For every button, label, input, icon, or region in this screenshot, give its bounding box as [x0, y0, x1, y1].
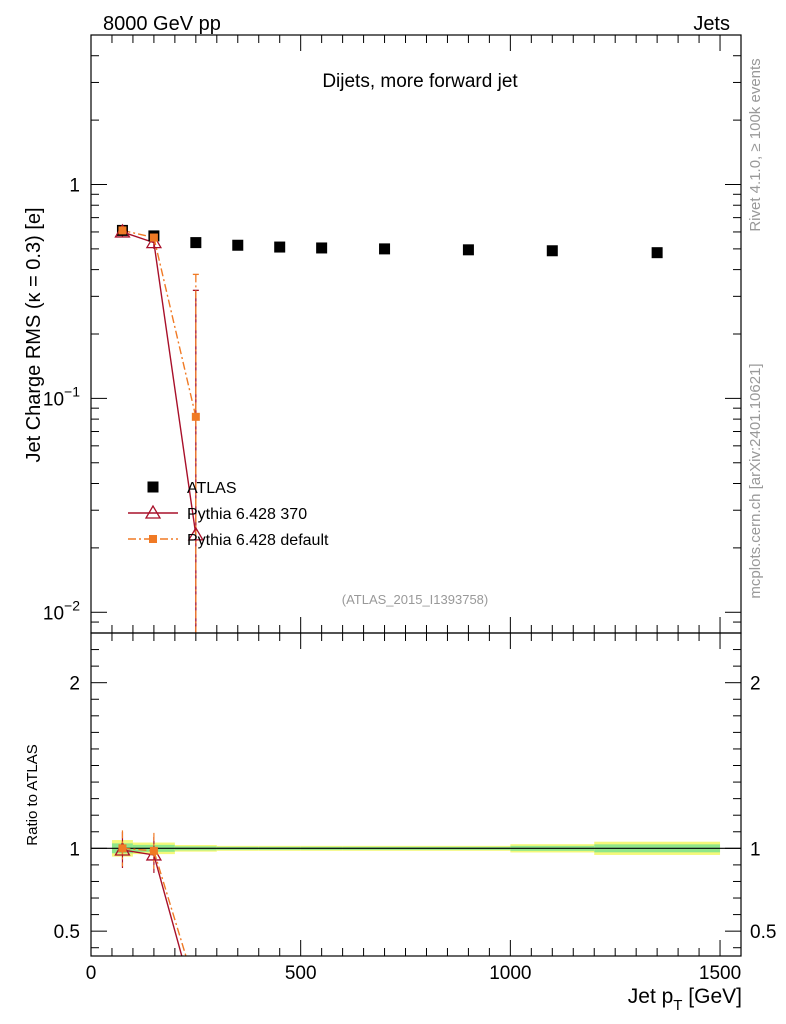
ratio-series-line: [122, 847, 187, 956]
data-point: [379, 243, 391, 255]
x-axis-label: Jet pT [GeV]: [628, 985, 742, 1014]
ratio-series-line: [122, 849, 183, 956]
mcplots-label: mcplots.cern.ch [arXiv:2401.10621]: [747, 363, 764, 598]
ratio-panel-ticks: 0.5 0.5 1 1 2 2 0 500 1000 1500: [54, 633, 776, 984]
ratio-y-axis-label: Ratio to ATLAS: [24, 744, 41, 845]
mc-point: [149, 233, 158, 242]
main-panel-ticks: 10−2 10−1 1: [43, 34, 742, 634]
y-tick-label: 1: [69, 176, 80, 197]
main-panel-series: [114, 223, 663, 633]
mc-point: [145, 234, 163, 249]
plot-title: Dijets, more forward jet: [322, 71, 518, 92]
data-point: [190, 237, 202, 249]
legend: ATLAS Pythia 6.428 370 Pythia 6.428 defaul…: [128, 480, 329, 549]
x-tick-label: 1500: [699, 963, 741, 984]
legend-marker: [147, 481, 159, 493]
legend-label: Pythia 6.428 370: [187, 506, 307, 523]
ratio-series-group: [114, 830, 187, 956]
mc-point: [187, 526, 204, 541]
main-panel: 10−2 10−1 1 Dijets, more forward jet (ATLA…: [23, 34, 742, 634]
mc-point: [118, 226, 127, 235]
analysis-watermark: (ATLAS_2015_I1393758): [342, 592, 488, 607]
ratio-point: [118, 844, 127, 853]
data-point: [274, 241, 286, 253]
series-line-2: [122, 229, 197, 417]
ratio-y-tick-label-right: 0.5: [750, 922, 776, 943]
ratio-panel-series: [114, 830, 187, 956]
x-tick-label: 0: [86, 963, 97, 984]
y-tick-label: 10−1: [43, 383, 80, 410]
data-point: [546, 245, 558, 257]
y-axis-label: Jet Charge RMS (κ = 0.3) [e]: [23, 207, 45, 462]
data-point: [651, 247, 663, 259]
legend-label: ATLAS: [187, 480, 237, 497]
legend-marker: [144, 504, 162, 519]
ratio-y-tick-label: 1: [69, 839, 80, 860]
legend-marker: [149, 535, 157, 543]
ratio-y-tick-label: 0.5: [54, 922, 80, 943]
header-right: Jets: [693, 13, 730, 35]
data-point: [232, 239, 244, 251]
ratio-y-tick-label-right: 1: [750, 839, 761, 860]
ratio-y-tick-label-right: 2: [750, 674, 761, 695]
data-point: [462, 244, 474, 256]
mc-point: [191, 412, 200, 421]
rivet-label: Rivet 4.1.0, ≥ 100k events: [747, 58, 764, 231]
ratio-panel: 0.5 0.5 1 1 2 2 0 500 1000 1500 Ratio to ATLAS Je…: [24, 632, 776, 1014]
series-line-1: [122, 231, 197, 536]
ratio-point: [149, 846, 158, 855]
ratio-y-tick-label: 2: [69, 674, 80, 695]
data-point: [316, 242, 328, 254]
y-tick-label: 10−2: [43, 597, 80, 624]
legend-label: Pythia 6.428 default: [187, 532, 329, 549]
ratio-panel-frame: [90, 632, 742, 957]
header-left: 8000 GeV pp: [103, 13, 221, 35]
x-tick-label: 1000: [489, 963, 531, 984]
x-tick-label: 500: [285, 963, 317, 984]
